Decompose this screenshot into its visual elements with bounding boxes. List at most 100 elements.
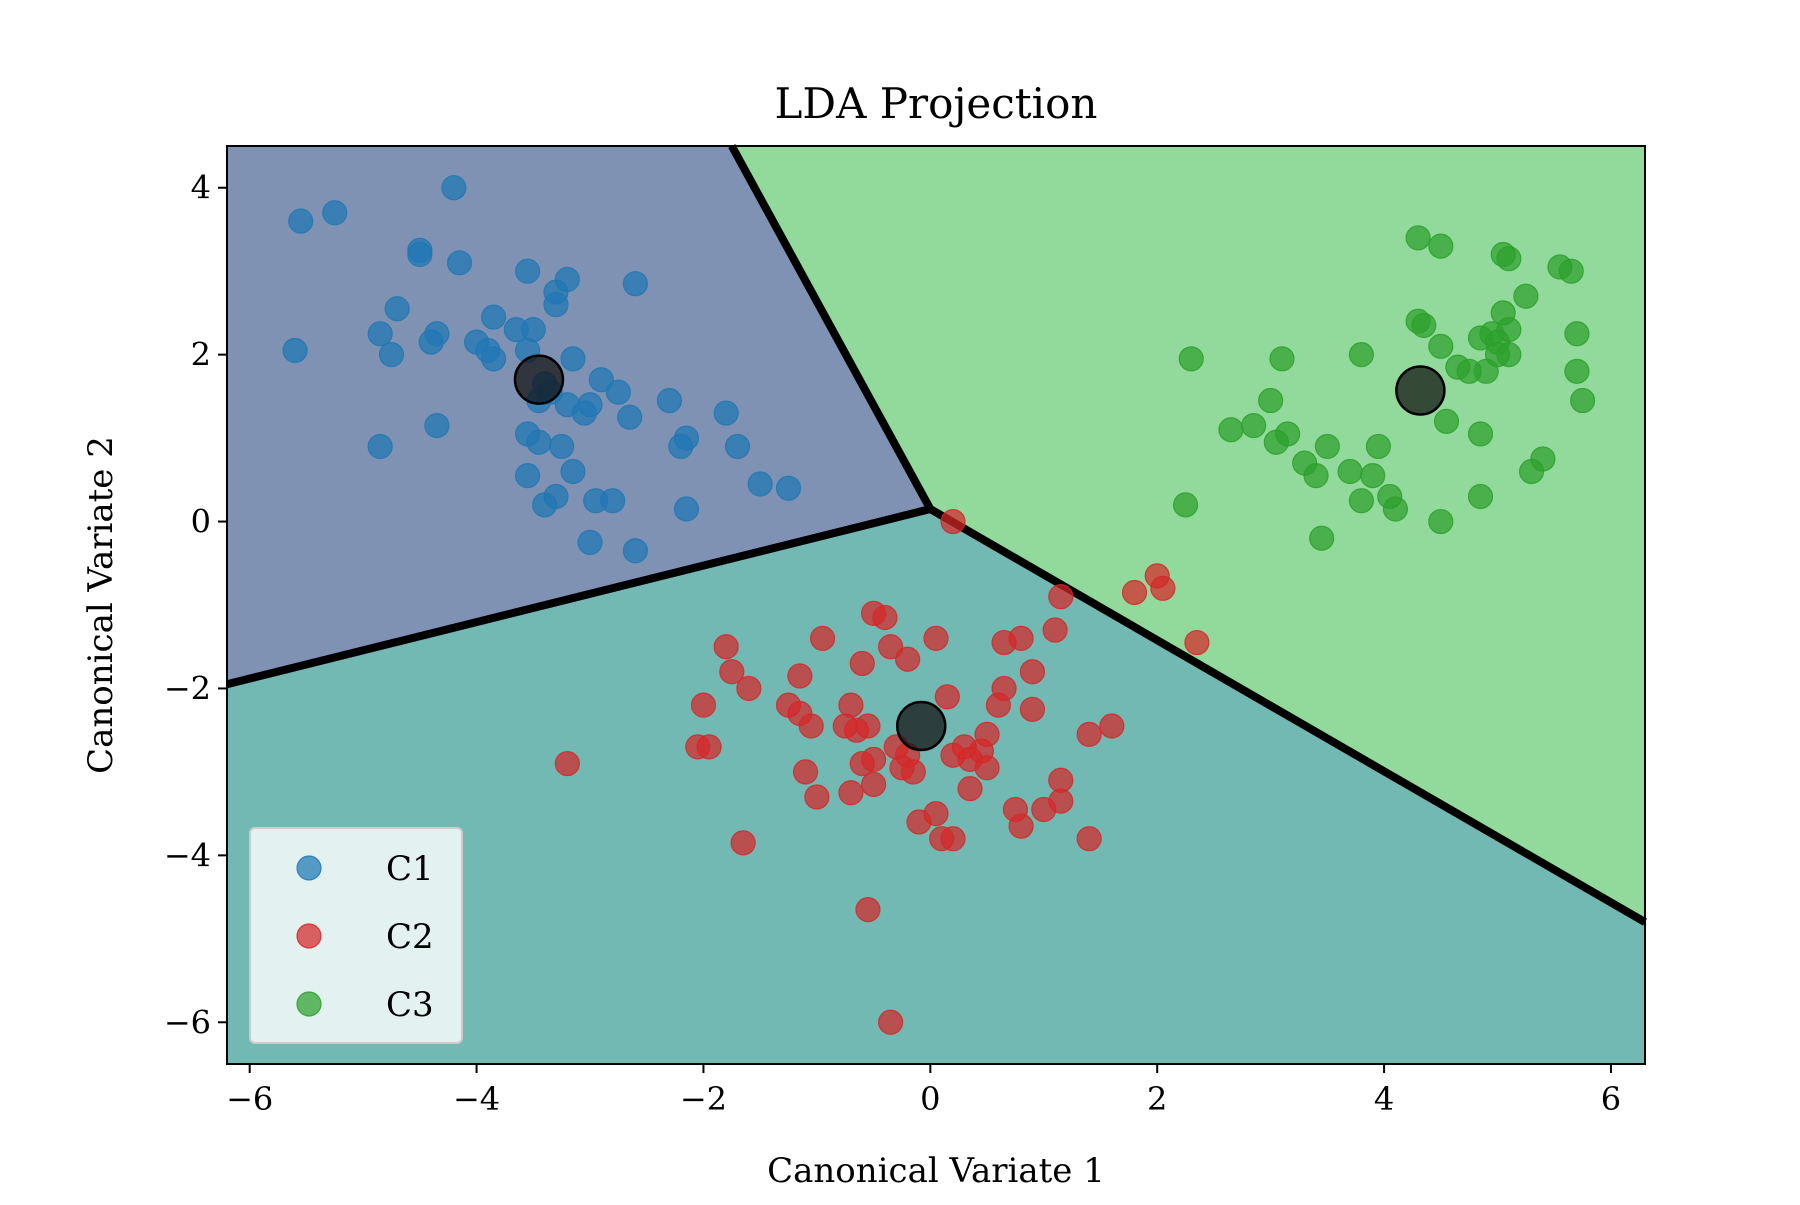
point-c3 (1178, 346, 1204, 372)
legend-marker-c3 (296, 991, 322, 1017)
point-c2 (804, 784, 830, 810)
point-c2 (798, 713, 824, 739)
point-c1 (520, 317, 546, 343)
point-c1 (282, 337, 308, 364)
point-c3 (1269, 346, 1295, 372)
point-c2 (900, 759, 926, 785)
point-c2 (1042, 617, 1068, 643)
x-tick-label: 0 (920, 1080, 940, 1118)
x-tick-label: 6 (1601, 1080, 1621, 1118)
y-tick-label: 0 (191, 503, 211, 541)
point-c2 (736, 675, 762, 702)
point-c1 (560, 346, 586, 372)
point-c1 (775, 475, 802, 501)
point-c2 (730, 830, 756, 856)
mean-marker-c3 (1395, 365, 1446, 416)
point-c3 (1433, 408, 1460, 434)
point-c3 (1428, 508, 1454, 535)
legend-label-c2: C2 (386, 917, 434, 957)
point-c3 (1365, 433, 1392, 460)
point-c1 (600, 488, 626, 514)
point-c1 (549, 433, 575, 460)
point-c1 (747, 471, 773, 497)
point-c2 (940, 508, 966, 535)
boundary-line-1 (728, 144, 934, 511)
point-c1 (605, 379, 631, 405)
plot-frame (226, 145, 1646, 1065)
point-c3 (1309, 525, 1335, 551)
point-c2 (895, 646, 921, 672)
point-c3 (1496, 246, 1522, 272)
x-tick-label: 4 (1374, 1080, 1394, 1118)
point-c2 (1184, 629, 1210, 656)
point-c1 (407, 241, 433, 268)
x-tick-label: −4 (453, 1080, 500, 1118)
decision-boundaries (226, 144, 1648, 926)
point-c1 (673, 425, 700, 451)
y-tick-label: 4 (191, 169, 211, 207)
point-c3 (1348, 488, 1375, 514)
point-c1 (322, 200, 348, 226)
point-c2 (849, 650, 875, 677)
point-c1 (378, 342, 405, 368)
point-c1 (288, 208, 314, 234)
point-c1 (480, 346, 507, 372)
point-c1 (622, 538, 648, 564)
point-c2 (719, 659, 745, 685)
point-c1 (367, 433, 393, 460)
point-c3 (1570, 387, 1596, 414)
point-c2 (974, 755, 1000, 781)
point-c1 (480, 304, 507, 330)
y-tick-label: −2 (164, 669, 211, 707)
point-c3 (1467, 325, 1494, 351)
point-c2 (1019, 659, 1046, 685)
point-c3 (1428, 333, 1454, 359)
point-c3 (1428, 233, 1454, 259)
point-c1 (367, 321, 393, 347)
point-c2 (809, 625, 836, 651)
class-means (513, 354, 1446, 752)
point-c2 (1076, 826, 1102, 852)
y-tick-label: −6 (164, 1003, 211, 1041)
x-axis-label: Canonical Variate 1 (767, 1151, 1105, 1191)
x-tick-label: −2 (680, 1080, 727, 1118)
point-c3 (1405, 225, 1431, 251)
point-c1 (384, 296, 410, 322)
point-c3 (1382, 496, 1409, 522)
point-c3 (1518, 458, 1545, 485)
point-c3 (1411, 312, 1437, 339)
point-c3 (1218, 417, 1244, 443)
point-c1 (656, 387, 683, 414)
x-axis-ticks: −6 −4 −2 0 2 4 6 (226, 1064, 1621, 1118)
x-tick-label: −6 (226, 1080, 273, 1118)
y-tick-label: −4 (164, 836, 211, 874)
point-c2 (1076, 721, 1102, 747)
point-c1 (554, 266, 580, 293)
point-c1 (713, 400, 739, 426)
point-c3 (1360, 463, 1386, 489)
point-c2 (1008, 813, 1034, 839)
point-c1 (622, 271, 648, 297)
point-c2 (787, 663, 813, 689)
point-c2 (713, 634, 739, 660)
legend-marker-c2 (296, 923, 322, 949)
point-c1 (560, 458, 586, 485)
point-c2 (861, 771, 887, 798)
point-c1 (543, 291, 569, 318)
chart-title: LDA Projection (775, 79, 1098, 128)
point-c2 (1048, 767, 1074, 793)
point-c2 (878, 1009, 904, 1035)
point-c2 (957, 775, 983, 802)
point-c2 (855, 897, 881, 923)
mean-marker-c1 (513, 354, 565, 405)
point-c1 (543, 483, 569, 510)
point-c2 (855, 713, 881, 739)
point-c1 (588, 367, 614, 393)
point-c2 (690, 692, 717, 718)
point-c3 (1172, 492, 1199, 518)
point-c2 (1121, 579, 1148, 606)
y-tick-label: 2 (191, 336, 211, 374)
point-c1 (441, 175, 467, 201)
mean-marker-c2 (896, 700, 947, 752)
point-c3 (1241, 412, 1267, 439)
